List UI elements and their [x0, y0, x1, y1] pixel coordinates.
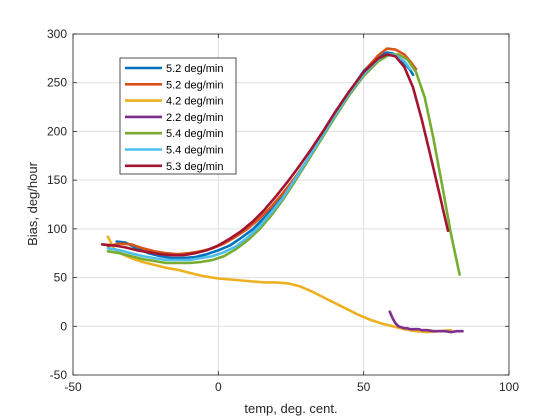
- legend-label-2: 5.2 deg/min: [166, 79, 223, 91]
- x-tick-label: 0: [215, 380, 222, 394]
- series-line-1: [115, 51, 415, 260]
- legend-label-7: 5.3 deg/min: [166, 161, 223, 173]
- series-line-3: [106, 235, 453, 334]
- axis-ticks: -50 0 50 100 -50 0 50 100 150 200 250 300: [47, 27, 519, 394]
- y-axis-label: Bias, deg/hour: [25, 161, 40, 246]
- y-tick-label: 250: [47, 76, 67, 90]
- x-tick-label: 100: [499, 380, 519, 394]
- y-tick-label: 300: [47, 27, 67, 41]
- plot-frame: [72, 33, 510, 376]
- legend-label-4: 2.2 deg/min: [166, 112, 223, 124]
- legend-label-5: 5.4 deg/min: [166, 128, 223, 140]
- x-tick-label: -50: [64, 380, 82, 394]
- series-lines: [100, 47, 464, 334]
- y-tick-label: 200: [47, 124, 67, 138]
- series-line-4: [388, 310, 464, 334]
- y-tick-label: 100: [47, 222, 67, 236]
- x-tick-label: 50: [357, 380, 371, 394]
- y-tick-label: 50: [54, 271, 68, 285]
- y-tick-label: 150: [47, 173, 67, 187]
- legend-label-3: 4.2 deg/min: [166, 96, 223, 108]
- x-axis-label: temp, deg. cent.: [244, 401, 337, 416]
- series-line-7: [100, 53, 450, 257]
- legend: 5.2 deg/min 5.2 deg/min 4.2 deg/min 2.2 deg…: [119, 57, 237, 175]
- y-tick-label: -50: [50, 368, 68, 382]
- grid: [72, 33, 510, 376]
- legend-label-1: 5.2 deg/min: [166, 63, 223, 75]
- series-line-2: [106, 47, 418, 256]
- legend-label-6: 5.4 deg/min: [166, 145, 223, 157]
- y-tick-label: 0: [60, 319, 67, 333]
